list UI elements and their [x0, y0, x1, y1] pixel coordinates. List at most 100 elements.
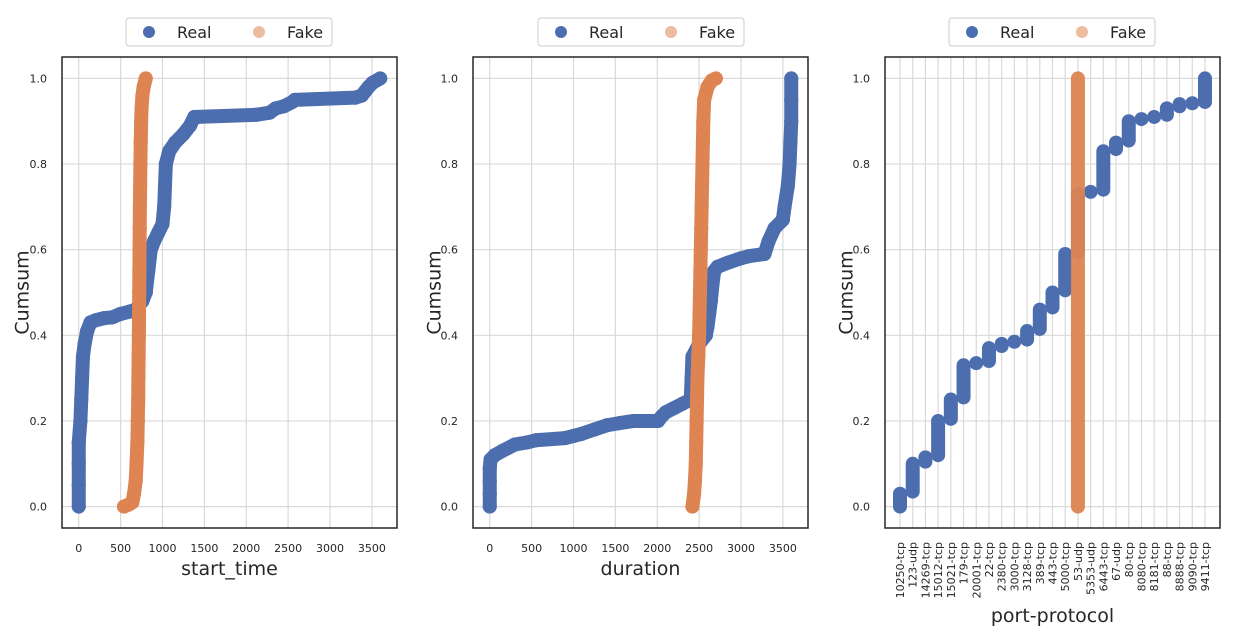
- data-point-fake: [690, 371, 705, 386]
- data-point-real: [528, 433, 543, 448]
- data-point-real: [761, 234, 776, 249]
- data-point-fake: [685, 499, 700, 514]
- data-point-real: [482, 473, 497, 488]
- data-point-real: [587, 422, 602, 437]
- data-point-real: [287, 92, 302, 107]
- x-tick-label: 1000: [149, 542, 177, 555]
- x-tick-label: 3000: [727, 542, 755, 555]
- chart-panel-2: 0.0 0.2 0.4 0.6 0.8 1.0 0 500 1000 1500 2000 2500 30…: [424, 17, 809, 580]
- data-point-real: [600, 418, 614, 433]
- x-tick-label: 3128-tcp: [1021, 542, 1034, 591]
- data-point-fake: [692, 328, 707, 343]
- data-point-fake: [694, 199, 709, 214]
- data-point-real: [249, 107, 264, 122]
- data-point-real: [782, 157, 797, 172]
- grid: [473, 57, 808, 528]
- data-point-fake: [687, 486, 702, 501]
- y-tick-label: 1.0: [30, 72, 48, 85]
- y-tick-label: 0.4: [30, 329, 48, 342]
- y-axis-label: Cumsum: [424, 250, 446, 334]
- x-tick-label: 3000-tcp: [1008, 542, 1021, 591]
- data-point-real: [187, 109, 202, 124]
- data-layer: [482, 71, 799, 514]
- axes-frame: [61, 56, 398, 529]
- legend-box: [948, 17, 1156, 47]
- data-point-fake: [132, 199, 147, 214]
- legend: Real Fake: [537, 17, 745, 47]
- x-tick-label: 9090-tcp: [1186, 542, 1199, 591]
- legend-label-real: Real: [177, 23, 212, 42]
- data-point-real: [77, 336, 92, 351]
- y-tick-label: 0.0: [853, 501, 871, 514]
- legend-marker-real: [555, 26, 567, 38]
- legend-marker-real: [143, 26, 155, 38]
- x-tick-label: 6443-tcp: [1097, 542, 1110, 591]
- data-point-fake: [695, 157, 710, 172]
- data-point-real: [784, 114, 799, 129]
- x-tick-label: 5353-udp: [1085, 542, 1098, 595]
- data-point-fake: [689, 413, 704, 428]
- legend-label-fake: Fake: [1110, 23, 1146, 42]
- legend: Real Fake: [125, 17, 333, 47]
- y-tick-label: 0.6: [441, 244, 459, 257]
- x-tick-label: 1500: [601, 542, 629, 555]
- series-real: [71, 71, 388, 514]
- x-tick-label: 443-tcp: [1047, 542, 1060, 584]
- x-axis-label: duration: [601, 558, 681, 580]
- data-point-real: [373, 71, 388, 86]
- x-tick-label: 15021-tcp: [945, 542, 958, 598]
- x-tick-label: 5000-tcp: [1059, 542, 1072, 591]
- x-tick-label: 8181-tcp: [1148, 542, 1161, 591]
- x-tick-label: 0: [75, 542, 82, 555]
- data-point-fake: [133, 135, 148, 150]
- x-tick-label: 9411-tcp: [1199, 542, 1212, 591]
- y-tick-label: 0.8: [441, 158, 459, 171]
- data-point-fake: [128, 473, 143, 488]
- data-point-real: [612, 416, 627, 431]
- data-point-fake: [138, 71, 153, 86]
- x-tick-label: 1000: [560, 542, 588, 555]
- data-point-fake: [130, 435, 145, 450]
- data-point-fake: [692, 306, 707, 321]
- x-tick-label: 2500: [274, 542, 302, 555]
- data-point-fake: [696, 114, 711, 129]
- grid: [62, 57, 397, 528]
- data-point-real: [742, 249, 757, 264]
- y-tick-label: 0.0: [30, 501, 48, 514]
- axes-frame: [472, 56, 809, 529]
- legend-box: [125, 17, 333, 47]
- legend-label-fake: Fake: [699, 23, 735, 42]
- x-tick-label: 67-udp: [1110, 542, 1123, 581]
- legend-label-fake: Fake: [287, 23, 323, 42]
- data-point-fake: [690, 392, 705, 407]
- x-tick-label: 500: [521, 542, 542, 555]
- x-tick-label: 1500: [190, 542, 218, 555]
- data-point-real: [507, 437, 522, 452]
- x-tick-label: 123-udp: [907, 542, 920, 588]
- data-point-real: [780, 178, 795, 193]
- x-tick-label: 179-tcp: [958, 542, 971, 584]
- x-tick-label: 3000: [316, 542, 344, 555]
- data-point-real: [157, 199, 172, 214]
- x-tick-label: 53-udp: [1072, 542, 1085, 581]
- data-point-real: [482, 499, 497, 514]
- chart-panel-3: 0.0 0.2 0.4 0.6 0.8 1.0 10250-tcp 123-udp 14269-…: [836, 17, 1221, 627]
- x-tick-label: 2380-tcp: [996, 542, 1009, 591]
- x-tick-label: 2500: [685, 542, 713, 555]
- series-real: [482, 71, 799, 514]
- y-tick-label: 0.4: [441, 329, 459, 342]
- data-point-fake: [695, 178, 710, 193]
- x-tick-label: 0: [486, 542, 493, 555]
- data-point-fake: [697, 92, 712, 107]
- data-point-fake: [693, 264, 708, 279]
- x-tick-label: 3500: [358, 542, 386, 555]
- data-point-fake: [131, 371, 146, 386]
- legend: Real Fake: [948, 17, 1156, 47]
- data-segment-real: [187, 107, 264, 124]
- data-point-fake: [131, 392, 146, 407]
- data-point-real: [155, 216, 170, 231]
- axes-frame: [884, 56, 1221, 529]
- legend-marker-real: [966, 26, 978, 38]
- legend-marker-fake: [665, 26, 677, 38]
